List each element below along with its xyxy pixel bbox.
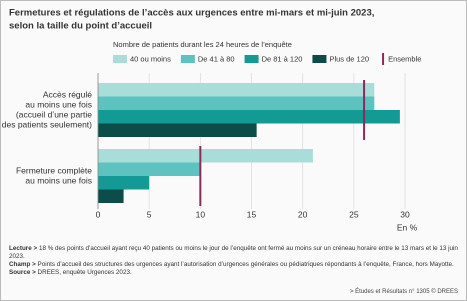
bar [98,176,150,190]
x-tick-label: 10 [196,209,206,219]
legend-title: Nombre de patients durant les 24 heures … [113,40,292,49]
chart: Fermetures et régulations de l’accès aux… [2,8,422,233]
category-label: Fermeture complète [16,165,92,175]
category-label: Accès régulé [43,89,92,99]
reference-marker [363,80,366,140]
legend-label: Plus de 120 [329,54,369,63]
x-unit: En % [397,222,418,232]
legend-ref-marker [382,53,385,65]
legend-swatch [244,55,259,63]
note: Source > DREES, enquête Urgences 2023. [9,269,459,277]
x-tick-label: 25 [349,209,359,219]
bar [98,189,124,203]
bar [98,96,375,110]
note: Lecture > 18 % des points d’accueil ayan… [9,245,459,261]
legend-label: 40 ou moins [130,54,171,63]
note-text: 18 % des points d’accueil ayant reçu 40 … [9,245,458,260]
legend-label: Ensemble [388,54,421,63]
bar [98,149,313,163]
x-tick-label: 5 [147,209,152,219]
legend-swatch [180,55,195,63]
legend-label: De 41 à 80 [198,54,235,63]
legend-label: De 81 à 120 [262,54,303,63]
note-label: Lecture > [9,245,38,252]
legend-swatch [113,55,127,63]
source-ref: > Études et Résultats n° 1305 © DREES [349,289,458,295]
bar [98,83,375,97]
x-tick-label: 15 [247,209,257,219]
legend-swatch [312,55,327,63]
reference-marker [199,146,202,206]
chart-title: Fermetures et régulations de l’accès aux… [9,8,374,19]
category-label: au moins une fois [25,175,92,185]
category-label: (accueil d’une partie [16,109,92,119]
bar [98,162,201,176]
category-label: au moins une fois [25,99,92,109]
x-tick-label: 30 [400,209,410,219]
x-tick-label: 0 [96,209,101,219]
x-tick-label: 20 [298,209,308,219]
bar [98,110,400,124]
note-label: Champ > [9,261,36,268]
category-label: des patients seulement) [2,119,92,129]
note-text: DREES, enquête Urgences 2023. [37,269,132,276]
note-label: Source > [9,269,36,276]
note: Champ > Points d’accueil des structures … [9,261,459,269]
chart-subtitle: selon la taille du point d’accueil [9,21,152,32]
bar [98,123,257,137]
notes: Lecture > 18 % des points d’accueil ayan… [9,245,459,277]
note-text: Points d’accueil des structures des urge… [37,261,454,268]
